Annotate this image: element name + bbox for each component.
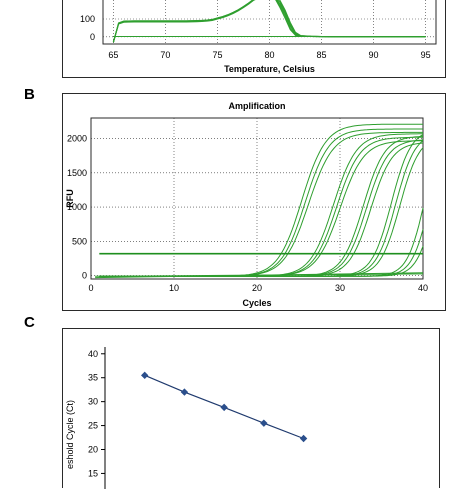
standard-curve-y-tick-label: 20 [88,445,98,455]
standard-curve-y-tick-label: 35 [88,373,98,383]
amplification-y-tick-label: 1000 [67,202,87,212]
melt-series-group [112,0,426,43]
melt-x-tick-label: 70 [160,50,170,60]
amplification-y-tick-label: 1500 [67,168,87,178]
melt-x-tick-label: 90 [369,50,379,60]
standard-curve-y-tick-label: 15 [88,468,98,478]
standard-curve-point [299,434,308,443]
amplification-x-tick-label: 0 [88,283,93,293]
melt-x-tick-label: 85 [317,50,327,60]
standard-curve-point [141,371,149,380]
panel-label-b: B [24,86,35,103]
standard-curve-point [220,403,228,412]
standard-curve-point [260,419,268,427]
amplification-title: Amplification [228,101,285,111]
amplification-y-tick-label: 500 [72,236,87,246]
melt-x-tick-label: 75 [212,50,222,60]
melt-curve-chart: 65 70 75 80 85 90 95 0 100 Temperature, Celsius [80,0,437,74]
amplification-x-axis-label: Cycles [242,298,271,308]
melt-y-tick-label: 0 [90,32,95,42]
amplification-x-tick-label: 30 [335,283,345,293]
standard-curve-panel: 15 20 25 30 35 40 eshold Cycle (Ct) [62,328,440,489]
amplification-y-axis-label: RFU [65,189,75,208]
standard-curve-y-axis-label: eshold Cycle (Ct) [65,400,75,469]
standard-curve-y-tick-label: 25 [88,421,98,431]
standard-curve-point [180,388,189,396]
melt-y-tick-label: 100 [80,14,95,24]
standard-curve-y-tick-label: 40 [88,349,98,359]
amplification-x-tick-label: 40 [418,283,428,293]
melt-curve-panel: 65 70 75 80 85 90 95 0 100 Temperature, Celsius [62,0,446,78]
amplification-panel: Amplification 0 10 20 30 40 0 500 1000 1500 2000 Cy… [62,93,446,311]
amplification-x-tick-label: 20 [252,283,262,293]
panel-label-c: C [24,314,35,331]
standard-curve-chart: 15 20 25 30 35 40 eshold Cycle (Ct) [65,347,308,489]
amplification-plot-area [90,117,424,280]
melt-x-tick-label: 95 [421,50,431,60]
melt-x-tick-label: 80 [264,50,274,60]
standard-curve-y-tick-label: 30 [88,397,98,407]
melt-x-axis-label: Temperature, Celsius [224,64,315,74]
melt-x-tick-label: 65 [108,50,118,60]
amplification-y-tick-label: 0 [82,271,87,281]
amplification-chart: Amplification 0 10 20 30 40 0 500 1000 1500 2000 Cy… [65,101,428,308]
amplification-x-tick-label: 10 [169,283,179,293]
amplification-y-tick-label: 2000 [67,134,87,144]
amplification-curve [99,246,424,277]
